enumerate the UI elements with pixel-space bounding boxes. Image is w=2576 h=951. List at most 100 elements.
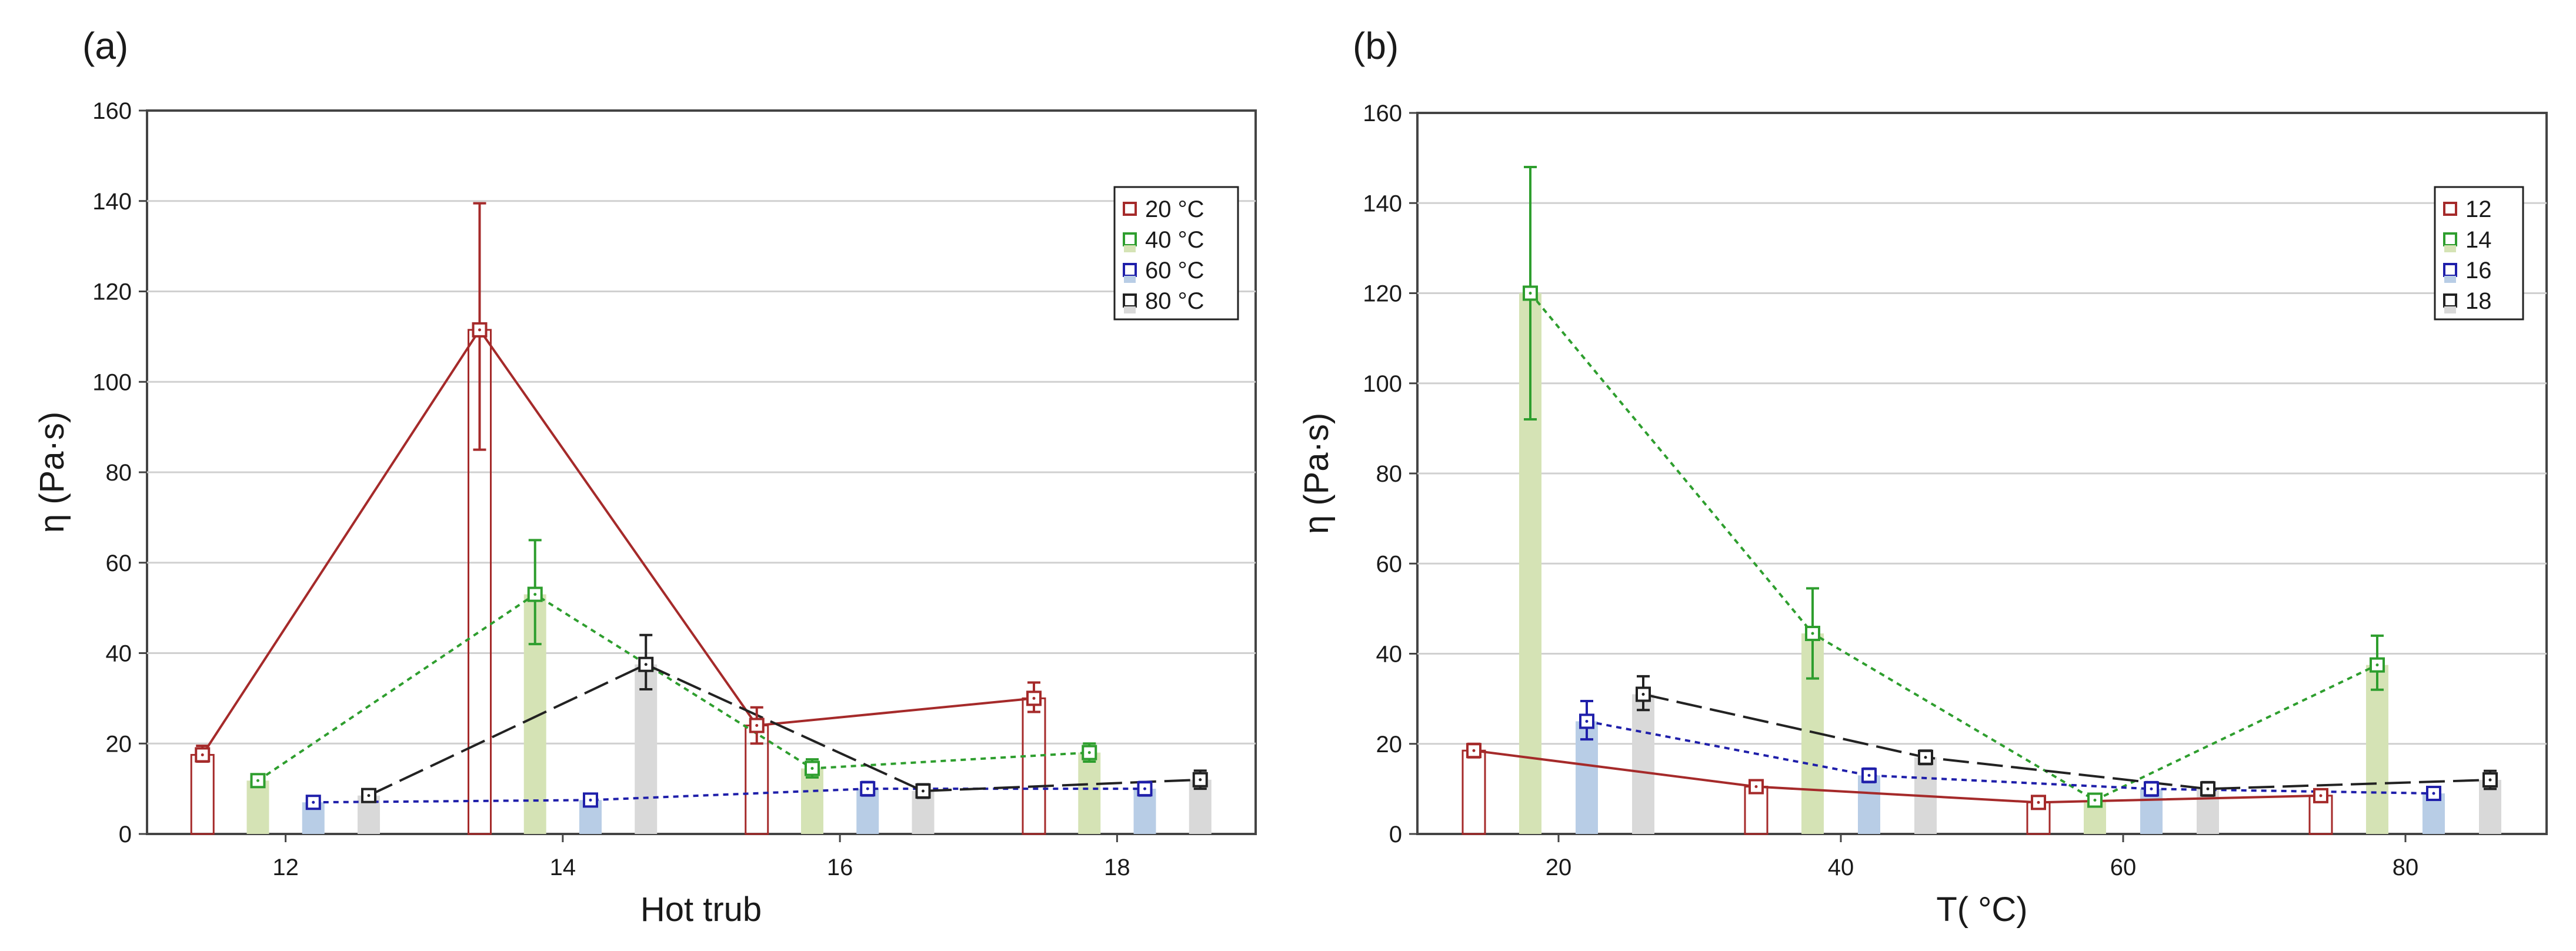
panel-b-series-line <box>1529 292 2378 802</box>
panel-b-error-bars <box>1467 165 2497 809</box>
panel-a-marker-dot <box>1087 751 1091 755</box>
panel-a-legend-label: 80 °C <box>1145 288 1204 314</box>
panel-b-legend-label: 12 <box>2465 196 2492 222</box>
panel-b-legend-marker <box>2443 293 2457 308</box>
panel-a-bar <box>190 753 215 835</box>
panel-a-marker-dot <box>256 779 259 782</box>
panel-a-marker-dot <box>312 800 315 804</box>
panel-a-y-tick-label: 80 <box>106 460 132 486</box>
panel-a-y-tick-label: 20 <box>106 731 132 757</box>
panel-b-legend-label: 18 <box>2465 288 2492 314</box>
panel-b-legend-swatch <box>2444 306 2456 313</box>
panel-b-y-tick-label: 80 <box>1376 461 1403 487</box>
panel-a-marker-dot <box>589 798 592 802</box>
panel-b-marker-dot <box>2206 787 2210 790</box>
panel-a-marker-dot <box>810 767 814 770</box>
panel-a-legend-swatch <box>1124 245 1136 252</box>
panel-a-x-axis: 12 14 16 18 <box>272 834 1130 880</box>
panel-a-series-line <box>313 788 1145 804</box>
panel-b-marker-dot <box>1867 773 1871 777</box>
panel-a-y-tick-label: 100 <box>92 369 132 395</box>
panel-a-legend-swatch <box>1124 276 1136 283</box>
panel-b-y-tick-label: 160 <box>1363 101 1402 126</box>
panel-a-marker-dot <box>866 787 869 790</box>
panel-b-x-axis-title: T( °C) <box>1936 890 2027 929</box>
panel-a-marker-dot <box>533 593 537 596</box>
panel-a-y-tick-label: 0 <box>119 822 132 847</box>
panel-a: (a) 0 20 40 60 80 100 120 140 160 12 14 16 18 Hot t… <box>33 25 1257 929</box>
panel-b-marker-dot <box>1472 749 1476 752</box>
panel-a-legend-marker <box>1123 263 1137 277</box>
panel-b-bar <box>2366 665 2388 834</box>
panel-b-marker-dot <box>2432 792 2435 795</box>
panel-a-y-tick-label: 40 <box>106 641 132 667</box>
panel-b-bar <box>1632 694 1654 834</box>
panel-a-marker-dot <box>1199 778 1202 782</box>
panel-a-y-tick-label: 60 <box>106 550 132 576</box>
panel-b-marker-dot <box>1811 632 1814 635</box>
panel-b-y-axis: 0 20 40 60 80 100 120 140 160 <box>1363 101 1417 847</box>
panel-a-legend-swatch <box>1124 306 1136 313</box>
panel-a-marker-dot <box>478 328 481 332</box>
panel-b-legend-label: 16 <box>2465 258 2492 283</box>
panel-a-legend: 20 °C 40 °C 60 °C 80 °C <box>1113 186 1239 321</box>
panel-a-marker-dot <box>922 789 925 793</box>
panel-a-marker-dot <box>755 724 759 727</box>
panel-a-tag: (a) <box>82 25 128 67</box>
panel-b-y-tick-label: 120 <box>1363 281 1402 307</box>
panel-a-bar <box>246 780 269 834</box>
panel-b-y-tick-label: 0 <box>1389 822 1402 847</box>
panel-a-gridlines <box>147 200 1256 745</box>
panel-b: (b) 0 20 40 60 80 100 120 140 160 20 40 60 80 T( °C… <box>1297 25 2548 929</box>
panel-a-x-tick-label: 12 <box>272 855 299 880</box>
panel-b-legend-marker <box>2443 202 2457 216</box>
panel-a-bar <box>635 664 658 834</box>
panel-a-series-line <box>201 328 1035 756</box>
panel-b-series-line <box>1586 720 2434 795</box>
panel-a-marker-dot <box>1143 787 1146 790</box>
panel-b-x-tick-label: 60 <box>2110 855 2137 880</box>
panel-b-marker-dot <box>1754 785 1758 789</box>
panel-a-marker-dot <box>367 794 371 797</box>
panel-a-marker-dot <box>1032 696 1036 700</box>
panel-b-y-tick-label: 20 <box>1376 732 1403 758</box>
panel-a-marker-dot <box>644 663 648 666</box>
panel-b-gridlines <box>1417 202 2547 745</box>
panel-b-y-tick-label: 40 <box>1376 642 1403 668</box>
panel-b-x-tick-label: 80 <box>2393 855 2419 880</box>
panel-b-x-tick-label: 40 <box>1828 855 1854 880</box>
panel-a-legend-marker <box>1123 232 1137 246</box>
panel-b-marker-dot <box>2488 778 2492 782</box>
panel-a-bar <box>801 768 823 834</box>
panel-a-legend-marker <box>1123 293 1137 308</box>
panel-b-bar <box>1858 775 1880 834</box>
panel-b-legend-swatch <box>2444 245 2456 252</box>
panel-b-y-tick-label: 140 <box>1363 191 1402 216</box>
panel-b-y-tick-label: 60 <box>1376 551 1403 577</box>
panel-b-series-line <box>1473 749 2321 804</box>
panel-a-bars <box>190 329 1212 835</box>
panel-b-y-axis-title: η (Pa·s) <box>1297 413 1336 534</box>
panel-b-markers <box>1466 285 2498 810</box>
panel-a-y-tick-label: 140 <box>92 189 132 215</box>
panel-b-x-axis: 20 40 60 80 <box>1546 834 2419 880</box>
panel-a-x-tick-label: 14 <box>550 855 576 880</box>
panel-b-legend-marker <box>2443 263 2457 277</box>
panel-a-bar <box>1022 697 1046 835</box>
panel-a-y-tick-label: 120 <box>92 279 132 305</box>
panel-a-error-bars <box>196 202 1207 808</box>
panel-a-y-tick-label: 160 <box>92 98 132 124</box>
panel-b-marker-dot <box>2375 663 2379 667</box>
panel-b-legend-label: 14 <box>2465 227 2492 253</box>
panel-a-series-line <box>257 593 1090 782</box>
panel-b-legend-swatch <box>2444 276 2456 283</box>
panel-b-y-tick-label: 100 <box>1363 371 1402 397</box>
panel-a-x-axis-title: Hot trub <box>640 890 762 929</box>
panel-a-series-line <box>368 663 1200 797</box>
panel-a-x-tick-label: 16 <box>827 855 853 880</box>
panel-a-legend-marker <box>1123 202 1137 216</box>
panel-a-y-axis: 0 20 40 60 80 100 120 140 160 <box>92 98 147 847</box>
panel-a-markers <box>195 322 1208 810</box>
panel-b-marker-dot <box>2150 787 2153 790</box>
